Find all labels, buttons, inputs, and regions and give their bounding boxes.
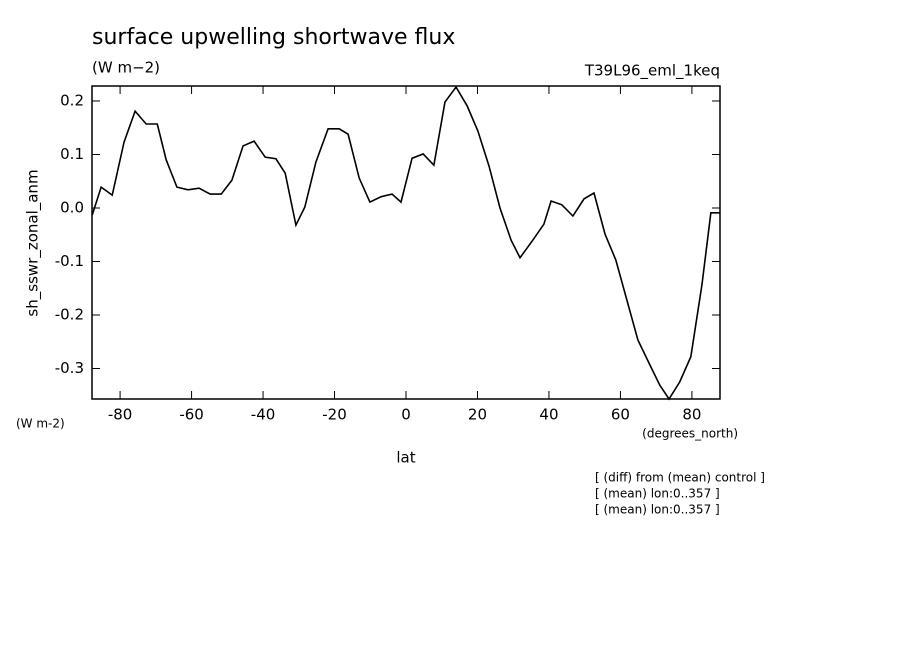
x-tick-label: 20 — [468, 406, 487, 424]
x-tick-label: -40 — [251, 406, 276, 424]
note: [ (mean) lon:0..357 ] — [595, 503, 720, 517]
y-tick-label: 0.2 — [60, 91, 84, 109]
y-tick-label: -0.2 — [55, 305, 84, 323]
plot-frame — [91, 85, 721, 400]
note: [ (mean) lon:0..357 ] — [595, 487, 720, 501]
x-tick-label: -60 — [179, 406, 204, 424]
y-axis-label: sh_sswr_zonal_anm — [24, 169, 43, 316]
x-axis-label: lat — [396, 449, 415, 467]
x-tick-label: 40 — [539, 406, 558, 424]
note: [ (diff) from (mean) control ] — [595, 471, 765, 485]
run-label: T39L96_eml_1keq — [584, 62, 720, 81]
units: (W m−2) — [92, 59, 160, 77]
x-tick-label: 80 — [682, 406, 701, 424]
y-tick-label: -0.1 — [55, 252, 84, 270]
y-units: (W m-2) — [16, 417, 65, 431]
y-tick-label: 0.0 — [60, 198, 84, 216]
x-tick-label: -20 — [322, 406, 347, 424]
y-tick-label: -0.3 — [55, 359, 84, 377]
data-line — [91, 85, 720, 401]
chart-title: surface upwelling shortwave flux — [92, 25, 455, 50]
x-tick-label: 0 — [401, 406, 411, 424]
x-units: (degrees_north) — [642, 427, 738, 441]
y-tick-label: 0.1 — [60, 145, 84, 163]
x-tick-label: -80 — [108, 406, 133, 424]
x-tick-label: 60 — [611, 406, 630, 424]
